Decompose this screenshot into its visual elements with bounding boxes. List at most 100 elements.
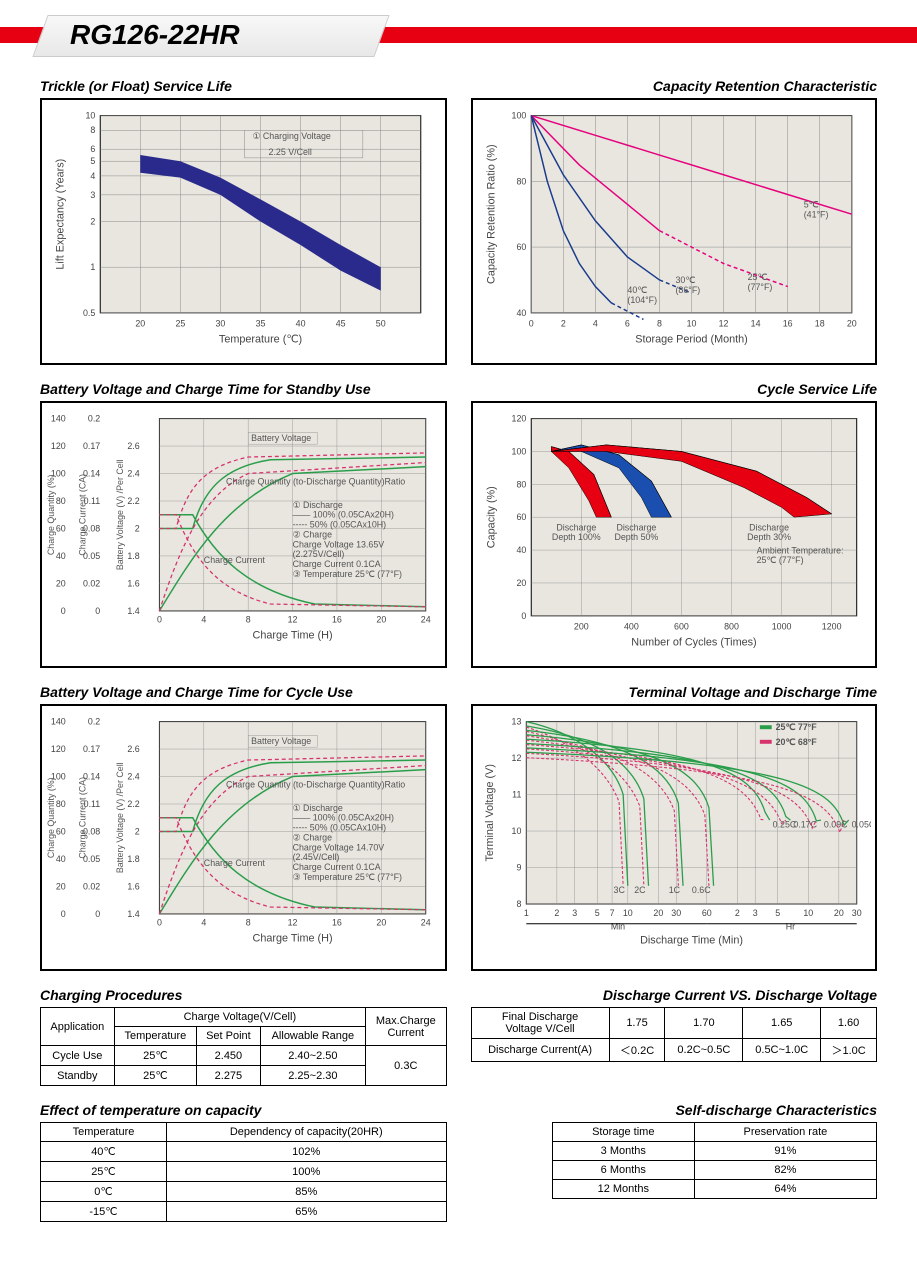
svg-text:Charge Voltage 14.70V: Charge Voltage 14.70V [293, 842, 385, 852]
svg-text:13: 13 [511, 717, 521, 727]
svg-text:0: 0 [61, 606, 66, 616]
svg-text:18: 18 [814, 319, 824, 329]
svg-text:① Discharge: ① Discharge [293, 500, 343, 510]
svg-text:----- 50% (0.05CAx10H): ----- 50% (0.05CAx10H) [293, 520, 387, 530]
svg-text:2: 2 [135, 523, 140, 533]
svg-text:1.8: 1.8 [127, 854, 139, 864]
svg-text:24: 24 [421, 918, 431, 928]
svg-text:25℃ (77°F): 25℃ (77°F) [756, 555, 803, 565]
svg-text:2.2: 2.2 [127, 799, 139, 809]
standby-title: Battery Voltage and Charge Time for Stan… [40, 381, 447, 397]
svg-text:Terminal Voltage (V): Terminal Voltage (V) [483, 764, 495, 862]
svg-text:80: 80 [56, 496, 66, 506]
svg-text:(2.275V/Cell): (2.275V/Cell) [293, 549, 345, 559]
svg-text:100: 100 [511, 446, 526, 456]
svg-text:Charge Current (CA): Charge Current (CA) [77, 777, 87, 859]
svg-text:20: 20 [833, 908, 843, 918]
cycle-life-title: Cycle Service Life [471, 381, 878, 397]
svg-text:Battery Voltage (V) /Per Cell: Battery Voltage (V) /Per Cell [115, 762, 125, 873]
svg-text:0.2: 0.2 [88, 717, 100, 727]
svg-text:(77°F): (77°F) [747, 282, 772, 292]
svg-text:3: 3 [752, 908, 757, 918]
svg-text:—— 100% (0.05CAx20H): —— 100% (0.05CAx20H) [293, 813, 394, 823]
svg-text:0.02: 0.02 [83, 881, 100, 891]
svg-text:0: 0 [528, 319, 533, 329]
svg-text:600: 600 [674, 622, 689, 632]
svg-text:16: 16 [782, 319, 792, 329]
svg-text:0.17: 0.17 [83, 744, 100, 754]
trickle-chart: 0.512345681020253035404550Temperature (℃… [40, 98, 447, 365]
svg-text:25: 25 [175, 319, 185, 329]
discharge-iv-title: Discharge Current VS. Discharge Voltage [471, 987, 878, 1003]
svg-text:35: 35 [256, 319, 266, 329]
svg-text:30℃: 30℃ [675, 275, 695, 285]
svg-text:Charge Current 0.1CA: Charge Current 0.1CA [293, 559, 381, 569]
svg-text:Capacity Retention Ratio (%): Capacity Retention Ratio (%) [485, 144, 497, 284]
svg-text:Battery Voltage (V) /Per Cell: Battery Voltage (V) /Per Cell [115, 459, 125, 570]
model-number: RG126-22HR [70, 19, 240, 51]
svg-text:0: 0 [95, 606, 100, 616]
svg-text:2.25 V/Cell: 2.25 V/Cell [269, 147, 312, 157]
svg-text:Ambient Temperature:: Ambient Temperature: [756, 545, 843, 555]
svg-text:0: 0 [157, 918, 162, 928]
svg-text:Hr: Hr [785, 922, 794, 932]
svg-text:6: 6 [624, 319, 629, 329]
svg-text:Charge Voltage 13.65V: Charge Voltage 13.65V [293, 539, 385, 549]
svg-text:5: 5 [775, 908, 780, 918]
svg-text:2C: 2C [634, 885, 646, 895]
svg-text:Min: Min [610, 922, 624, 932]
self-discharge-title: Self-discharge Characteristics [471, 1102, 878, 1118]
svg-text:8: 8 [246, 918, 251, 928]
svg-text:7: 7 [609, 908, 614, 918]
svg-text:② Charge: ② Charge [293, 529, 333, 539]
svg-text:24: 24 [421, 615, 431, 625]
svg-text:80: 80 [56, 799, 66, 809]
terminal-title: Terminal Voltage and Discharge Time [471, 684, 878, 700]
self-discharge-table: Storage timePreservation rate 3 Months91… [552, 1122, 877, 1199]
svg-text:25℃ 77°F: 25℃ 77°F [775, 722, 817, 732]
svg-text:20: 20 [56, 578, 66, 588]
svg-text:60: 60 [56, 826, 66, 836]
svg-text:Charge Current: Charge Current [204, 555, 266, 565]
svg-text:20: 20 [135, 319, 145, 329]
svg-text:0: 0 [61, 909, 66, 919]
svg-text:60: 60 [701, 908, 711, 918]
svg-text:1000: 1000 [771, 622, 791, 632]
header: RG126-22HR [0, 15, 917, 55]
svg-text:1.6: 1.6 [127, 881, 139, 891]
svg-text:40: 40 [56, 551, 66, 561]
svg-text:12: 12 [288, 918, 298, 928]
svg-text:1.6: 1.6 [127, 578, 139, 588]
svg-text:(86°F): (86°F) [675, 285, 700, 295]
svg-text:0: 0 [521, 611, 526, 621]
svg-text:Charge Quantity (to-Discharge: Charge Quantity (to-Discharge Quantity)R… [226, 477, 405, 487]
svg-text:6: 6 [90, 144, 95, 154]
svg-text:1: 1 [90, 262, 95, 272]
svg-text:10: 10 [622, 908, 632, 918]
svg-text:30: 30 [671, 908, 681, 918]
svg-text:1.4: 1.4 [127, 909, 139, 919]
svg-text:140: 140 [51, 717, 66, 727]
terminal-chart: 891011121312357102030602351020303C2C1C0.… [471, 704, 878, 971]
svg-text:0.2: 0.2 [88, 414, 100, 424]
svg-text:14: 14 [750, 319, 760, 329]
svg-text:4: 4 [201, 615, 206, 625]
svg-text:40: 40 [516, 308, 526, 318]
svg-text:120: 120 [51, 441, 66, 451]
svg-text:30: 30 [851, 908, 861, 918]
svg-text:2.4: 2.4 [127, 468, 139, 478]
svg-text:60: 60 [516, 512, 526, 522]
svg-text:8: 8 [656, 319, 661, 329]
svg-text:Charge Current: Charge Current [204, 858, 266, 868]
svg-text:120: 120 [511, 414, 526, 424]
svg-text:2: 2 [554, 908, 559, 918]
svg-text:12: 12 [288, 615, 298, 625]
discharge-iv-table: Final Discharge Voltage V/Cell 1.75 1.70… [471, 1007, 878, 1062]
retention-chart: 024681012141618204060801005℃(41°F)25℃(77… [471, 98, 878, 365]
svg-text:(2.45V/Cell): (2.45V/Cell) [293, 852, 340, 862]
svg-text:Capacity (%): Capacity (%) [485, 486, 497, 548]
svg-text:60: 60 [56, 523, 66, 533]
svg-text:Battery Voltage: Battery Voltage [251, 433, 311, 443]
svg-text:① Discharge: ① Discharge [293, 803, 343, 813]
svg-text:80: 80 [516, 176, 526, 186]
